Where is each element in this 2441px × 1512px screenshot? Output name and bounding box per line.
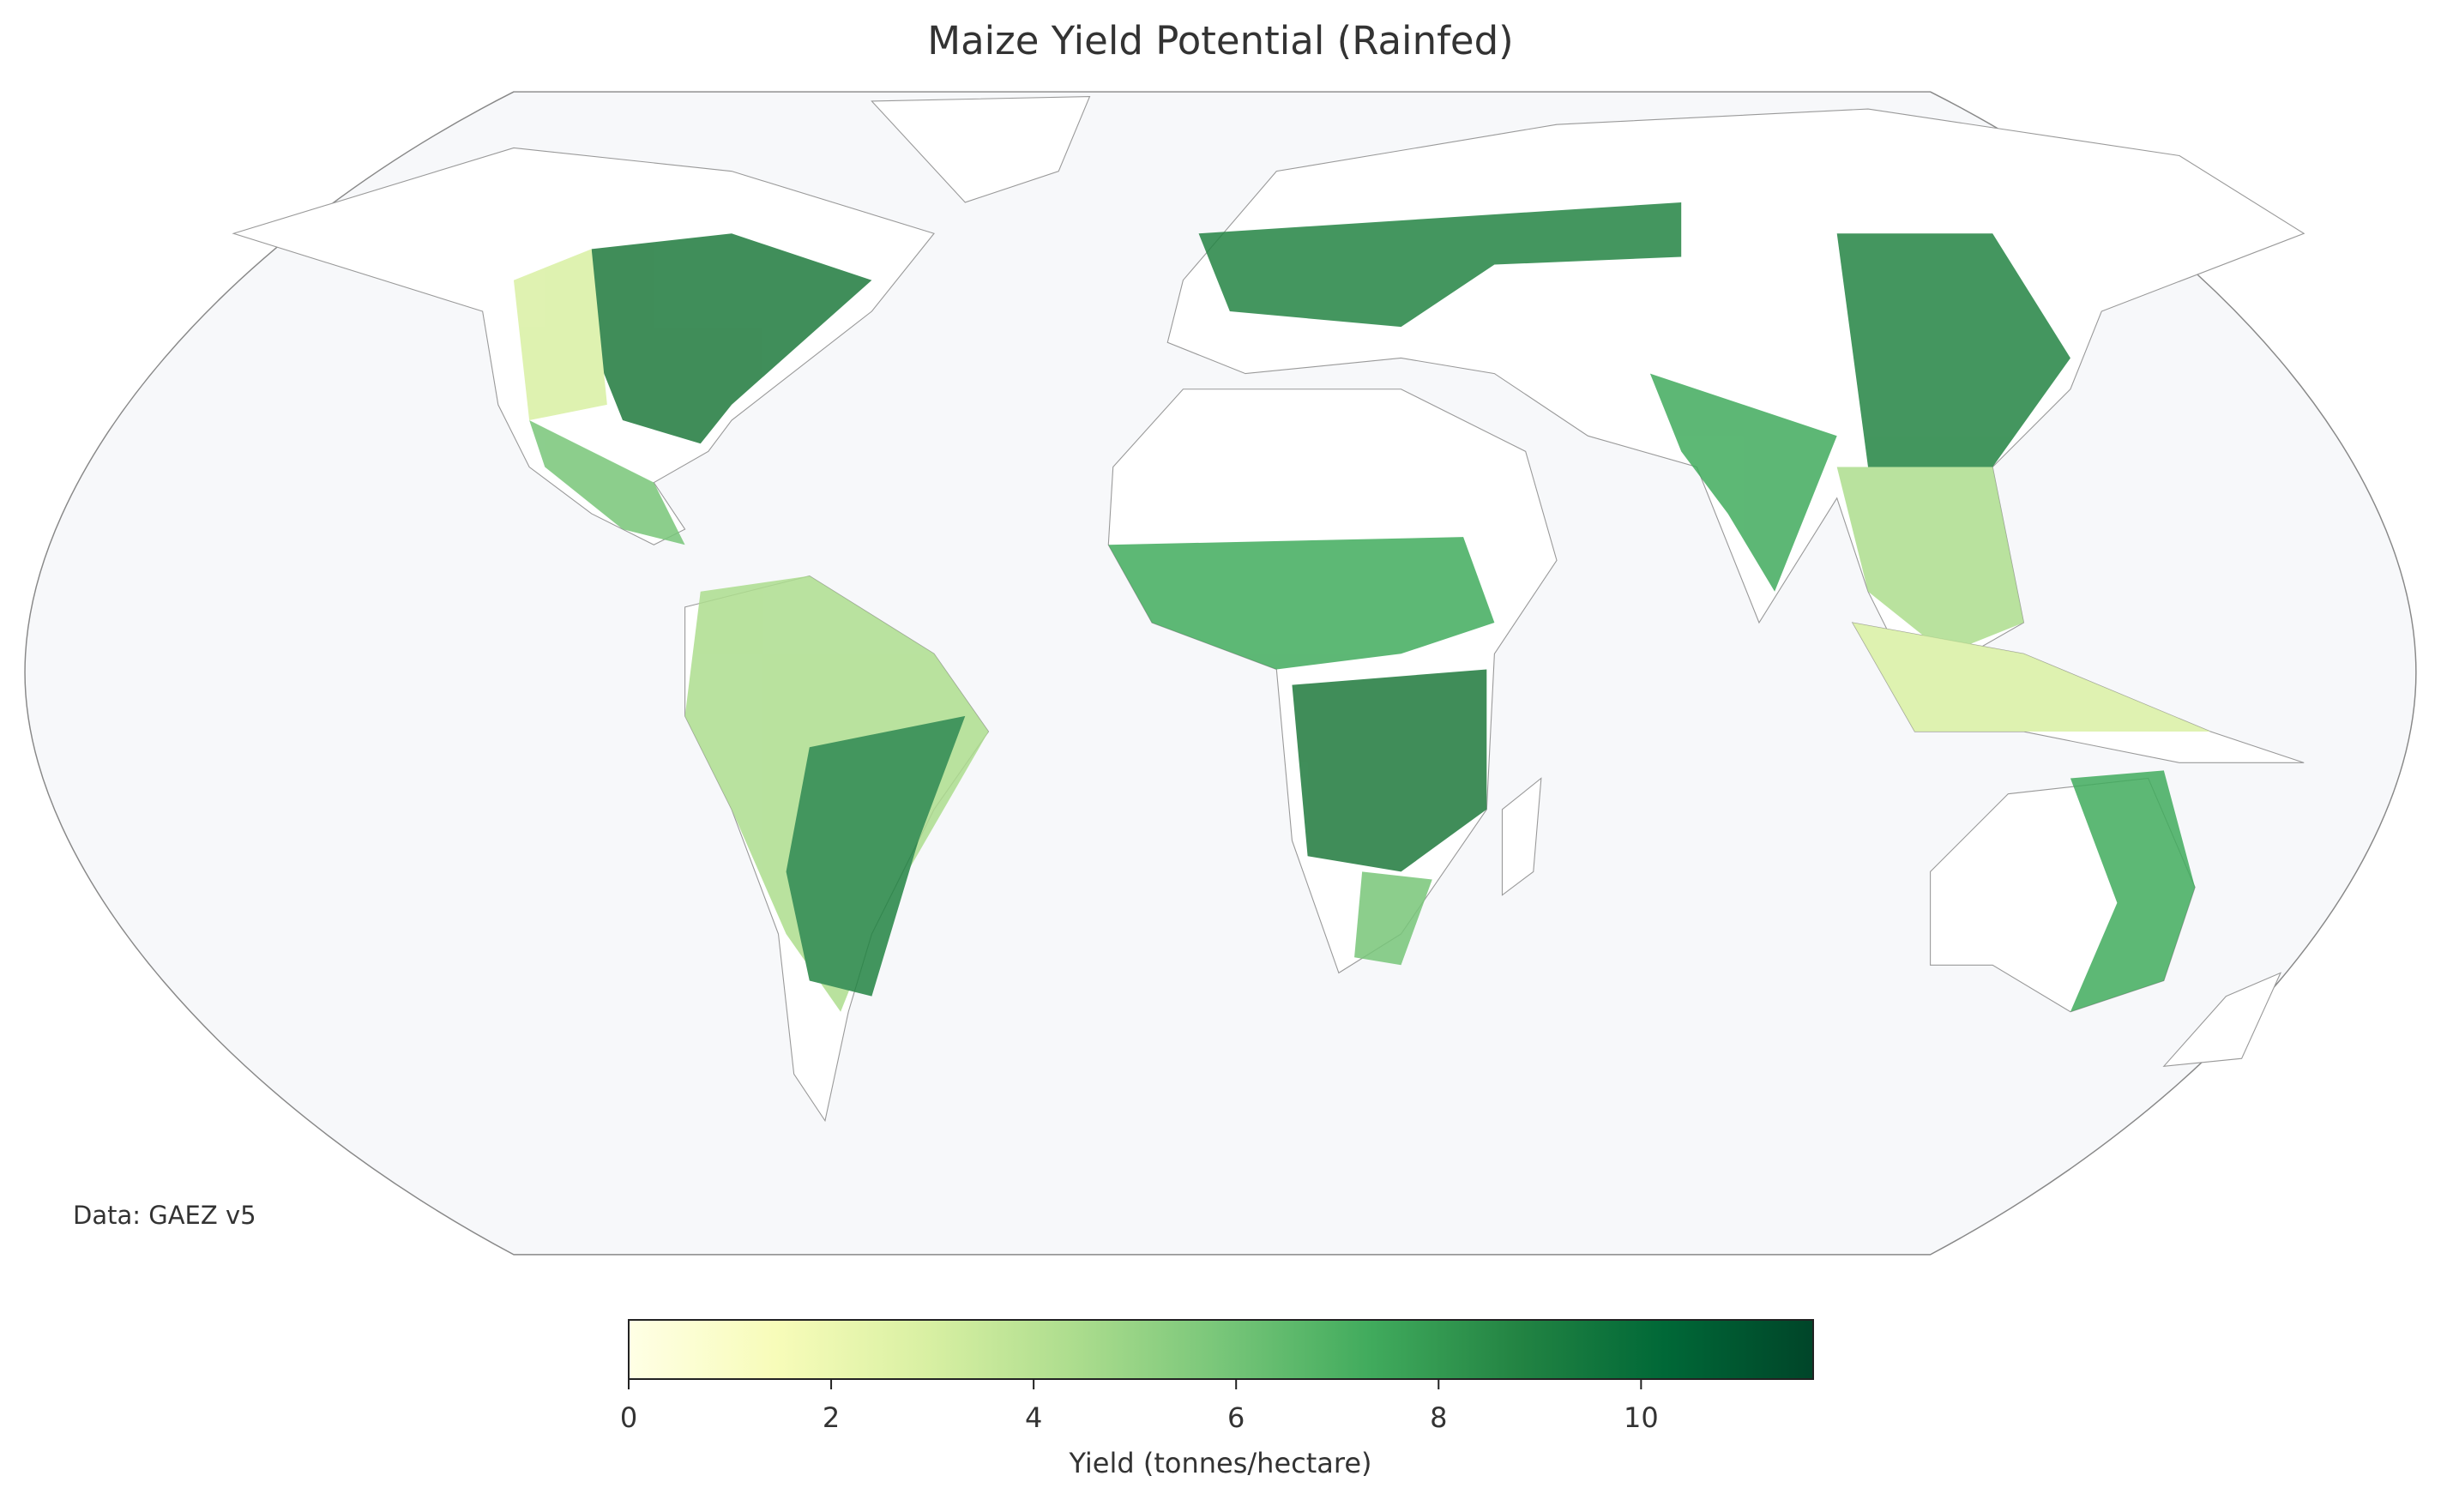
yield-raster bbox=[513, 202, 2211, 1012]
colorbar bbox=[628, 1319, 1814, 1380]
yield-patch bbox=[786, 715, 966, 997]
madagascar bbox=[1501, 777, 1542, 896]
yield-patch bbox=[1292, 669, 1487, 872]
yield-patch bbox=[1354, 871, 1432, 966]
yield-patch bbox=[1836, 467, 2024, 654]
colorbar-tick-label: 0 bbox=[620, 1401, 637, 1434]
colorbar-tick-label: 10 bbox=[1624, 1401, 1659, 1434]
colorbar-tick-label: 8 bbox=[1430, 1401, 1447, 1434]
colorbar-tick-label: 4 bbox=[1025, 1401, 1042, 1434]
yield-patch bbox=[513, 249, 607, 421]
greenland bbox=[871, 95, 1091, 203]
colorbar-label: Yield (tonnes/hectare) bbox=[1068, 1447, 1371, 1479]
yield-patch bbox=[2070, 770, 2196, 1012]
new-zealand bbox=[2162, 972, 2282, 1067]
yield-patch bbox=[1108, 537, 1495, 670]
yield-patch bbox=[591, 233, 872, 444]
colorbar-tick-label: 6 bbox=[1227, 1401, 1245, 1434]
yield-patch bbox=[1852, 623, 2211, 732]
map-title: Maize Yield Potential (Rainfed) bbox=[927, 18, 1513, 63]
yield-patch bbox=[1836, 233, 2070, 467]
colorbar-tick-label: 2 bbox=[823, 1401, 840, 1434]
map bbox=[24, 91, 2417, 1256]
yield-patch bbox=[529, 420, 685, 545]
source-note: Data: GAEZ v5 bbox=[73, 1201, 256, 1230]
yield-patch bbox=[1198, 202, 1682, 328]
yield-patch bbox=[1649, 373, 1837, 592]
